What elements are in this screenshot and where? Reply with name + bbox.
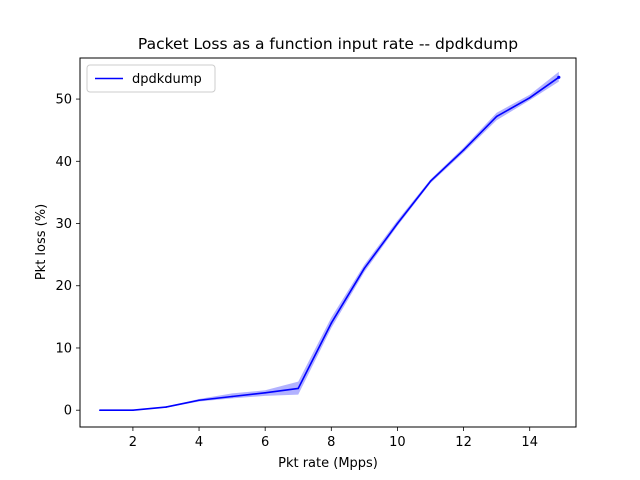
data-point <box>231 395 233 398</box>
plot-frame <box>79 57 577 428</box>
legend: dpdkdump <box>86 64 216 93</box>
y-axis: 0 10 20 30 40 50 <box>55 93 80 419</box>
data-point <box>132 409 134 412</box>
data-point <box>297 387 300 390</box>
x-tick-label: 6 <box>261 435 269 450</box>
x-tick-label: 12 <box>455 435 472 450</box>
x-tick-label: 2 <box>129 435 137 450</box>
data-point <box>528 97 531 99</box>
y-tick-label: 10 <box>55 341 72 356</box>
confidence-band-dpdkdump <box>99 71 559 411</box>
legend-label-dpdkdump: dpdkdump <box>132 72 202 87</box>
x-tick-label: 10 <box>389 435 406 450</box>
series-line-dpdkdump <box>99 76 560 412</box>
y-tick-label: 40 <box>55 155 72 170</box>
data-point <box>165 406 167 408</box>
y-axis-label: Pkt loss (%) <box>34 204 49 280</box>
plot-area <box>99 71 561 412</box>
x-tick-label: 8 <box>327 435 335 450</box>
y-tick-label: 0 <box>64 404 72 419</box>
data-point <box>495 115 498 118</box>
x-axis: 2 4 6 8 10 12 14 <box>129 427 538 450</box>
chart-title: Packet Loss as a function input rate -- … <box>138 35 518 53</box>
data-point <box>429 180 432 183</box>
data-point <box>396 222 399 225</box>
x-axis-label: Pkt rate (Mpps) <box>278 456 378 471</box>
data-point <box>363 267 366 270</box>
x-tick-label: 14 <box>521 435 538 450</box>
data-point <box>264 391 266 394</box>
y-tick-label: 50 <box>55 93 72 108</box>
data-point <box>99 409 101 412</box>
legend-box <box>86 64 216 93</box>
y-tick-label: 20 <box>55 279 72 294</box>
x-tick-label: 4 <box>195 435 203 450</box>
data-point <box>198 399 200 402</box>
data-point <box>557 75 561 79</box>
data-point <box>330 322 333 324</box>
y-tick-label: 30 <box>55 217 72 232</box>
data-point <box>462 149 465 151</box>
